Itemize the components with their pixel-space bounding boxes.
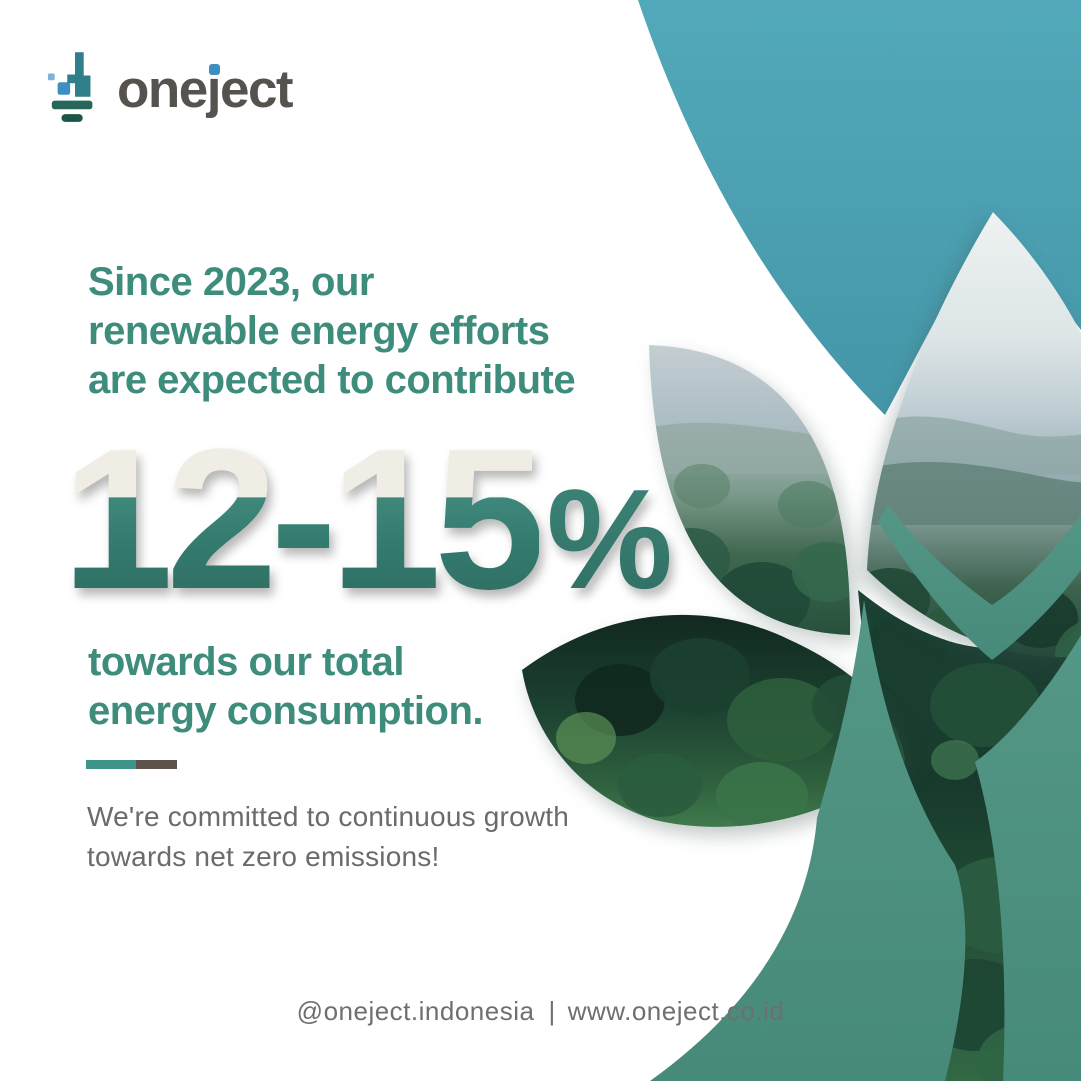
commitment-line-2: towards net zero emissions! [87, 841, 440, 872]
logo: one j ect [46, 50, 294, 128]
footer: @oneject.indonesia | www.oneject.co.id [0, 996, 1081, 1027]
headline-line-1: Since 2023, our [88, 260, 374, 304]
brand-wordmark: one j ect [117, 59, 294, 119]
subheadline-line-1: towards our total [88, 640, 404, 684]
headline-line-2: renewable energy efforts [88, 309, 550, 353]
headline: Since 2023, our renewable energy efforts… [88, 258, 576, 405]
teal-swoosh-shape [650, 600, 966, 1081]
teal-edge-shape [975, 635, 1081, 1081]
social-handle: @oneject.indonesia [296, 996, 535, 1026]
leaf-photo-upper-left [649, 345, 851, 635]
teal-chevron-shape [878, 505, 1081, 660]
statistic-unit: % [547, 440, 673, 640]
leaf-photo-lower-left [522, 614, 905, 827]
syringe-icon [47, 52, 93, 122]
subheadline: towards our total energy consumption. [88, 638, 484, 736]
footer-separator: | [548, 996, 556, 1026]
divider-teal-segment [86, 760, 136, 769]
j-dot [208, 63, 220, 75]
statistic-value: 12-15 [62, 408, 546, 631]
wordmark-pre: one [117, 59, 208, 119]
wordmark-post: ect [219, 59, 294, 119]
website-url: www.oneject.co.id [567, 996, 785, 1026]
commitment-line-1: We're committed to continuous growth [87, 801, 570, 832]
blue-curve-shape [638, 0, 1081, 415]
subheadline-line-2: energy consumption. [88, 689, 484, 733]
commitment-text: We're committed to continuous growth tow… [87, 797, 569, 877]
wordmark-j: j [206, 59, 222, 119]
divider-dark-segment [136, 760, 177, 769]
statistic: 12-15% [62, 420, 673, 684]
headline-line-3: are expected to contribute [88, 358, 576, 402]
divider [86, 760, 177, 769]
